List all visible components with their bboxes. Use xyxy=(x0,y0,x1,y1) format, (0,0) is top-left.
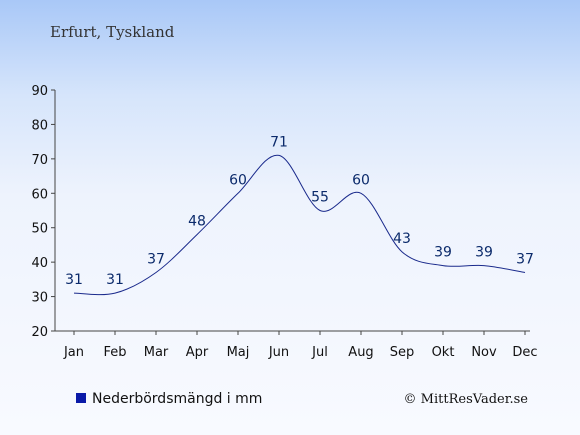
chart-title: Erfurt, Tyskland xyxy=(50,23,175,41)
data-label: 37 xyxy=(147,251,165,267)
data-label: 43 xyxy=(393,231,411,247)
x-axis-ticks: Jan Feb Mar Apr Maj Jun Jul Aug Sep Okt Nov Dec xyxy=(63,331,538,360)
data-label: 31 xyxy=(65,272,83,288)
x-tick-label: Jul xyxy=(311,345,328,360)
data-label: 60 xyxy=(229,172,247,188)
x-tick-label: Aug xyxy=(348,345,373,360)
data-label: 39 xyxy=(475,245,493,261)
x-tick-label: Apr xyxy=(186,345,209,360)
y-tick-label: 50 xyxy=(31,222,48,237)
x-tick-label: Nov xyxy=(471,345,497,360)
data-label: 71 xyxy=(270,134,288,150)
data-label: 31 xyxy=(106,272,124,288)
x-tick-label: Dec xyxy=(512,345,537,360)
precipitation-line xyxy=(73,154,526,296)
y-axis-ticks: 20 30 40 50 60 70 80 90 xyxy=(31,84,55,340)
y-tick-label: 80 xyxy=(31,118,48,133)
data-label: 55 xyxy=(311,190,329,206)
x-tick-label: Feb xyxy=(103,345,126,360)
legend-swatch xyxy=(76,393,86,403)
y-tick-label: 90 xyxy=(31,84,48,99)
legend-label: Nederbördsmängd i mm xyxy=(92,391,262,407)
y-tick-label: 30 xyxy=(31,291,48,306)
data-labels: 31 31 37 48 60 71 55 60 43 39 39 37 xyxy=(65,134,534,288)
y-tick-label: 20 xyxy=(31,325,48,340)
copyright-text: © MittResVader.se xyxy=(404,392,529,407)
x-tick-label: Jan xyxy=(63,345,84,360)
data-label: 48 xyxy=(188,214,206,230)
y-tick-label: 40 xyxy=(31,256,48,271)
y-tick-label: 60 xyxy=(31,187,48,202)
data-label: 39 xyxy=(434,245,452,261)
x-tick-label: Okt xyxy=(432,345,455,360)
x-tick-label: Mar xyxy=(144,345,169,360)
data-label: 60 xyxy=(352,172,370,188)
data-label: 37 xyxy=(516,251,534,267)
x-tick-label: Sep xyxy=(390,345,415,360)
x-tick-label: Jun xyxy=(268,345,289,360)
y-tick-label: 70 xyxy=(31,153,48,168)
x-tick-label: Maj xyxy=(227,345,250,360)
